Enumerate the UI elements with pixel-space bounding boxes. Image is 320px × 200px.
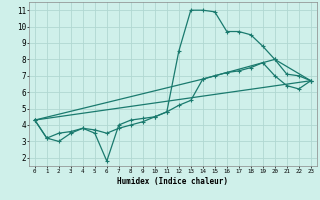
X-axis label: Humidex (Indice chaleur): Humidex (Indice chaleur): [117, 177, 228, 186]
